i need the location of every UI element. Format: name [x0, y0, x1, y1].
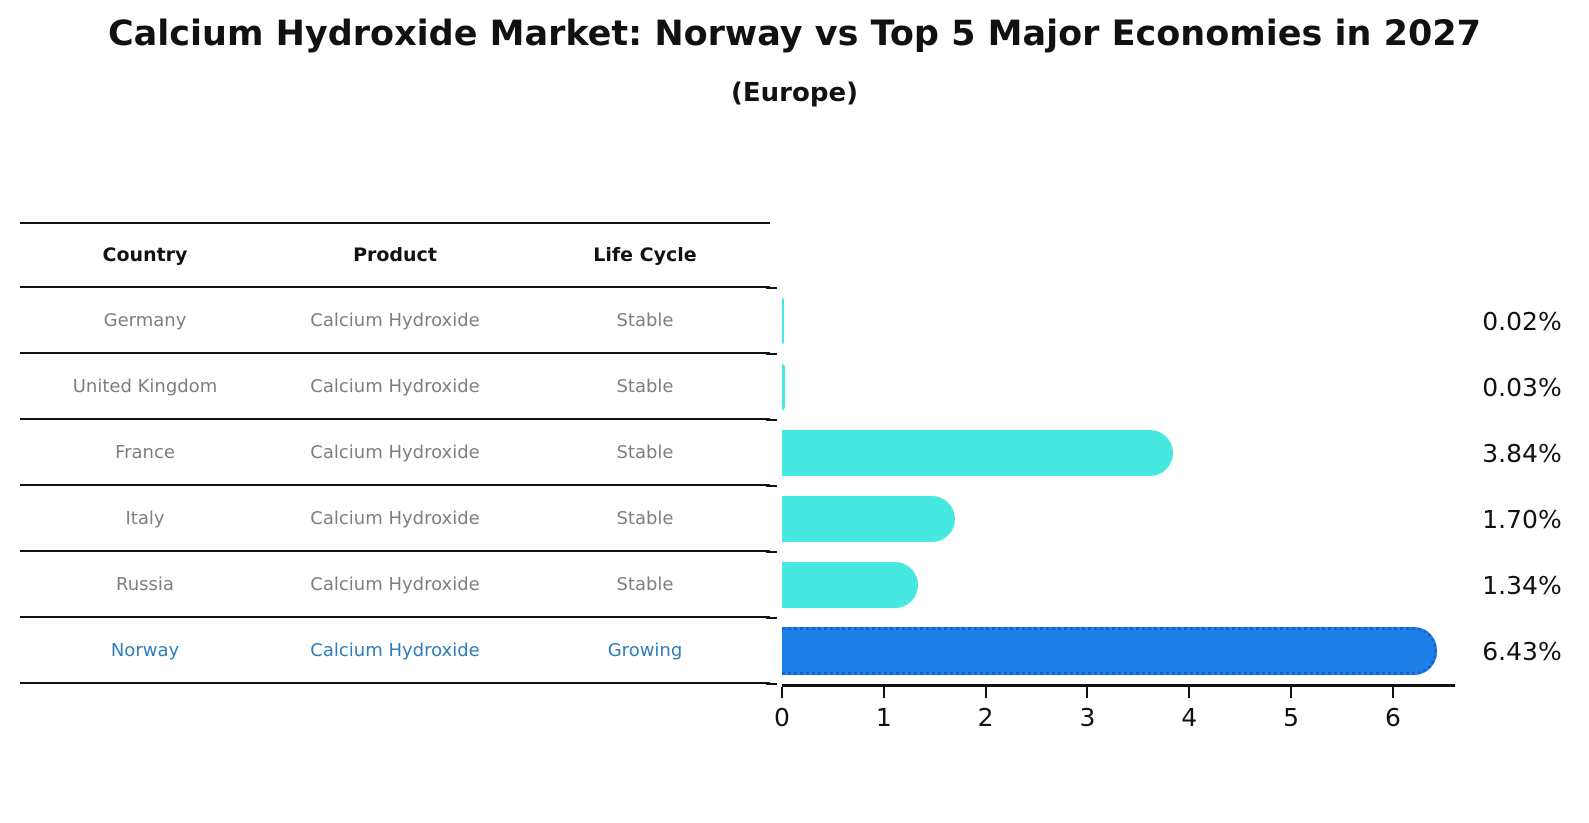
x-axis-tick: [882, 687, 885, 698]
y-axis-tick: [766, 551, 777, 553]
y-axis-tick: [766, 683, 777, 685]
table-row: Germany Calcium Hydroxide Stable 0.02%: [0, 288, 1589, 354]
x-axis: 0 1 2 3 4 5 6: [774, 684, 1455, 732]
bar: [782, 627, 1437, 675]
bar-track: [782, 552, 1455, 618]
bar: [782, 364, 786, 410]
cell-product: Calcium Hydroxide: [310, 375, 480, 397]
cell-life-cycle: Growing: [607, 639, 683, 661]
bar: [782, 298, 785, 344]
table-row: France Calcium Hydroxide Stable 3.84%: [0, 420, 1589, 486]
bar-track: [782, 288, 1455, 354]
y-axis-tick: [766, 617, 777, 619]
bar-value-label: 0.03%: [1482, 372, 1562, 402]
cell-life-cycle: Stable: [616, 375, 674, 397]
x-axis-tick-label: 2: [977, 703, 994, 732]
table-row-cells: United Kingdom Calcium Hydroxide Stable: [20, 354, 770, 420]
table-row: Norway Calcium Hydroxide Growing 6.43%: [0, 618, 1589, 684]
cell-life-cycle: Stable: [616, 309, 674, 331]
bar-value-label: 1.70%: [1482, 504, 1562, 534]
column-header-country: Country: [102, 244, 188, 266]
bar-value-label: 0.02%: [1482, 306, 1562, 336]
cell-life-cycle: Stable: [616, 507, 674, 529]
bar: [782, 562, 919, 608]
x-axis-tick: [1086, 687, 1089, 698]
cell-country: Norway: [110, 639, 180, 661]
cell-country: United Kingdom: [72, 375, 218, 397]
y-axis-tick: [766, 287, 777, 289]
table-header-cells: Country Product Life Cycle: [20, 222, 770, 288]
bar-track-spacer: [782, 222, 1455, 288]
column-header-product: Product: [353, 244, 437, 266]
cell-product: Calcium Hydroxide: [310, 573, 480, 595]
table-row: Russia Calcium Hydroxide Stable 1.34%: [0, 552, 1589, 618]
bar-track: [782, 354, 1455, 420]
x-axis-tick-label: 5: [1283, 703, 1300, 732]
bar: [782, 430, 1173, 476]
chart-title: Calcium Hydroxide Market: Norway vs Top …: [107, 14, 1481, 54]
column-header-life-cycle: Life Cycle: [593, 244, 697, 266]
table-header-row: Country Product Life Cycle: [0, 222, 1589, 288]
table-row-cells: Norway Calcium Hydroxide Growing: [20, 618, 770, 684]
x-axis-tick-label: 6: [1384, 703, 1401, 732]
cell-country: Germany: [103, 309, 187, 331]
cell-product: Calcium Hydroxide: [310, 441, 480, 463]
x-axis-tick-label: 0: [774, 703, 790, 732]
table-row-cells: Russia Calcium Hydroxide Stable: [20, 552, 770, 618]
table-row-cells: Germany Calcium Hydroxide Stable: [20, 288, 770, 354]
x-axis-tick: [781, 687, 783, 698]
bar-value-label: 3.84%: [1482, 438, 1562, 468]
y-axis-tick: [766, 485, 777, 487]
bar-value-label: 6.43%: [1482, 636, 1562, 666]
x-axis-tick-label: 1: [875, 703, 892, 732]
y-axis-tick: [766, 353, 777, 355]
cell-product: Calcium Hydroxide: [310, 507, 480, 529]
table-row: United Kingdom Calcium Hydroxide Stable …: [0, 354, 1589, 420]
bar-track: [782, 486, 1455, 552]
x-axis-tick: [984, 687, 987, 698]
x-axis-tick: [1391, 687, 1394, 698]
cell-product: Calcium Hydroxide: [310, 639, 480, 661]
chart-subtitle: (Europe): [731, 78, 858, 108]
bar: [782, 496, 956, 542]
x-axis-tick: [1188, 687, 1191, 698]
cell-product: Calcium Hydroxide: [310, 309, 480, 331]
table-row-cells: France Calcium Hydroxide Stable: [20, 420, 770, 486]
x-axis-tick-label: 3: [1079, 703, 1096, 732]
cell-life-cycle: Stable: [616, 573, 674, 595]
x-axis-tick: [1290, 687, 1293, 698]
cell-country: Russia: [116, 573, 174, 595]
x-axis-tick-label: 4: [1181, 703, 1198, 732]
table-row: Italy Calcium Hydroxide Stable 1.70%: [0, 486, 1589, 552]
bar-track: [782, 420, 1455, 486]
bar-value-label: 1.34%: [1482, 570, 1562, 600]
table-and-bars: Country Product Life Cycle Germany Calci…: [0, 222, 1589, 684]
cell-life-cycle: Stable: [616, 441, 674, 463]
y-axis-tick: [766, 419, 777, 421]
cell-country: Italy: [125, 507, 165, 529]
bar-track: [782, 618, 1455, 684]
cell-country: France: [115, 441, 175, 463]
table-row-cells: Italy Calcium Hydroxide Stable: [20, 486, 770, 552]
